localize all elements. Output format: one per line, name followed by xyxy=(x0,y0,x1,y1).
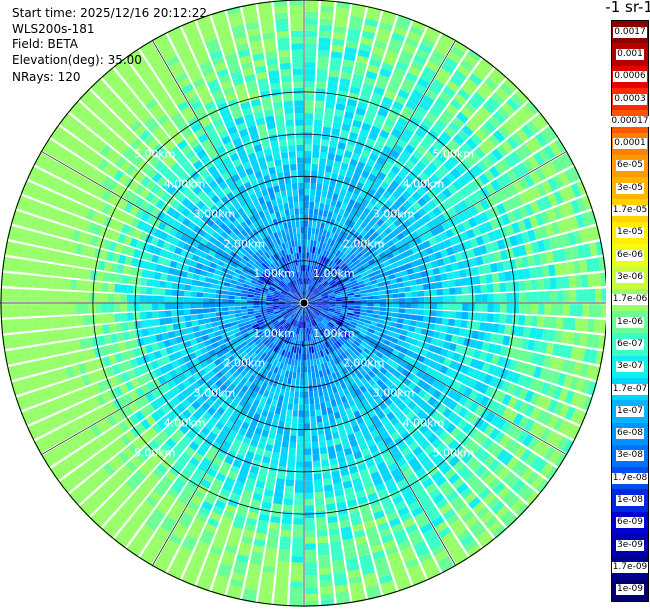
colorbar-swatch: 1.7e-07 xyxy=(611,377,649,401)
colorbar-label: 1e-06 xyxy=(616,316,644,328)
azimuth-spoke xyxy=(40,302,305,456)
nrays-text: NRays: 120 xyxy=(12,70,81,84)
colorbar-swatch: 1e-07 xyxy=(612,400,648,423)
range-ring-label: 3.00km xyxy=(373,207,415,220)
range-ring-label: 1.00km xyxy=(313,267,355,280)
range-ring-label: 5.00km xyxy=(134,148,176,161)
azimuth-spoke xyxy=(151,39,305,304)
colorbar-label: 3e-05 xyxy=(616,182,644,194)
colorbar-swatch: 0.0001 xyxy=(612,132,648,155)
elevation-text: Elevation(deg): 35.00 xyxy=(12,53,142,67)
azimuth-spoke xyxy=(40,150,305,304)
colorbar-swatch: 0.00017 xyxy=(610,110,650,133)
colorbar-label: 1e-09 xyxy=(616,584,644,596)
colorbar-swatch: 1.7e-06 xyxy=(611,288,649,311)
colorbar-label: 6e-08 xyxy=(616,428,644,440)
range-ring-label: 1.00km xyxy=(253,267,295,280)
colorbar-swatch: 3e-07 xyxy=(612,355,648,378)
colorbar-label: 0.001 xyxy=(616,48,644,60)
colorbar-swatch: 1e-09 xyxy=(612,578,648,601)
range-ring-label: 4.00km xyxy=(403,178,445,191)
colorbar-label: 3e-08 xyxy=(616,450,644,462)
colorbar-label: 0.0006 xyxy=(613,71,647,83)
colorbar-label: 3e-07 xyxy=(616,361,644,373)
colorbar-label: 6e-06 xyxy=(616,249,644,261)
instrument-text: WLS200s-181 xyxy=(12,22,95,36)
colorbar-label: 1e-08 xyxy=(616,495,644,507)
colorbar-label: 3e-09 xyxy=(616,539,644,551)
azimuth-spoke xyxy=(303,150,568,304)
field-text: Field: BETA xyxy=(12,37,78,51)
colorbar-swatch: 6e-05 xyxy=(612,154,648,178)
colorbar-title: -1 sr-1 xyxy=(605,0,650,16)
colorbar-swatch: 1e-05 xyxy=(612,221,648,245)
colorbar-swatch: 1.7e-09 xyxy=(611,556,649,579)
colorbar-label: 1.7e-07 xyxy=(611,383,649,395)
colorbar-label: 1.7e-06 xyxy=(611,294,649,306)
colorbar-label: 1e-05 xyxy=(616,227,644,239)
colorbar-swatch: 3e-09 xyxy=(612,534,648,557)
colorbar-swatch: 3e-08 xyxy=(612,444,648,468)
ppi-overlay: 1.00km 1.00km 1.00km 1.00km 2.00km 2.00km 2.00… xyxy=(0,0,606,607)
colorbar-swatch: 0.0006 xyxy=(612,65,648,88)
range-ring-label: 1.00km xyxy=(313,327,355,340)
range-ring-label: 2.00km xyxy=(343,237,385,250)
colorbar-label: 6e-09 xyxy=(616,517,644,529)
colorbar-label: 3e-06 xyxy=(616,272,644,284)
colorbar-label: 6e-07 xyxy=(616,338,644,350)
azimuth-spoke xyxy=(303,302,457,567)
colorbar-swatch: 6e-08 xyxy=(612,422,648,445)
colorbar-swatch: 6e-07 xyxy=(612,333,648,356)
colorbar-swatch: 1e-08 xyxy=(612,489,648,512)
colorbar-label: 0.0001 xyxy=(613,138,647,150)
range-ring-label: 4.00km xyxy=(403,416,445,429)
colorbar-swatch: 0.001 xyxy=(612,43,648,66)
colorbar-swatch: 6e-09 xyxy=(612,511,648,535)
range-ring-label: 2.00km xyxy=(223,357,265,370)
range-ring-label: 5.00km xyxy=(432,148,474,161)
range-ring-label: 1.00km xyxy=(253,327,295,340)
colorbar-swatch: 1.7e-05 xyxy=(611,199,649,222)
azimuth-spoke xyxy=(303,302,568,456)
colorbar-label: 0.0003 xyxy=(613,93,647,105)
colorbar-label: 1.7e-08 xyxy=(611,472,649,484)
colorbar-label: 1.7e-05 xyxy=(611,205,649,217)
range-ring-label: 3.00km xyxy=(373,387,415,400)
colorbar-swatch: 0.0017 xyxy=(612,21,648,44)
azimuth-spoke xyxy=(303,39,457,304)
azimuth-spoke xyxy=(151,302,305,567)
colorbar-swatch: 0.0003 xyxy=(612,87,648,111)
start-time-text: Start time: 2025/12/16 20:12:22 xyxy=(12,6,207,20)
colorbar-label: 0.00017 xyxy=(610,115,650,127)
range-ring-label: 3.00km xyxy=(194,207,236,220)
range-ring-label: 2.00km xyxy=(343,357,385,370)
range-ring-label: 5.00km xyxy=(432,446,474,459)
ppi-heatmap xyxy=(0,0,606,607)
colorbar-label: 6e-05 xyxy=(616,160,644,172)
colorbar-swatch: 3e-05 xyxy=(612,177,648,200)
ppi-plot: 1.00km 1.00km 1.00km 1.00km 2.00km 2.00km 2.00… xyxy=(0,0,606,607)
colorbar-label: 0.0017 xyxy=(613,26,647,38)
radar-center-marker xyxy=(299,298,309,308)
colorbar-swatch: 1e-06 xyxy=(612,311,648,334)
colorbar: 0.0017 0.001 0.0006 0.0003 0.00017 0.0001 6e-0… xyxy=(610,20,650,602)
range-ring-label: 3.00km xyxy=(194,387,236,400)
colorbar-swatch: 1.7e-08 xyxy=(611,467,649,490)
range-ring-label: 4.00km xyxy=(164,178,206,191)
range-ring-label: 2.00km xyxy=(223,237,265,250)
colorbar-label: 1e-07 xyxy=(616,405,644,417)
range-ring-label: 4.00km xyxy=(164,416,206,429)
colorbar-swatch: 6e-06 xyxy=(612,244,648,267)
range-ring-label: 5.00km xyxy=(134,446,176,459)
colorbar-label: 1.7e-09 xyxy=(611,562,649,574)
colorbar-swatch: 3e-06 xyxy=(612,266,648,289)
